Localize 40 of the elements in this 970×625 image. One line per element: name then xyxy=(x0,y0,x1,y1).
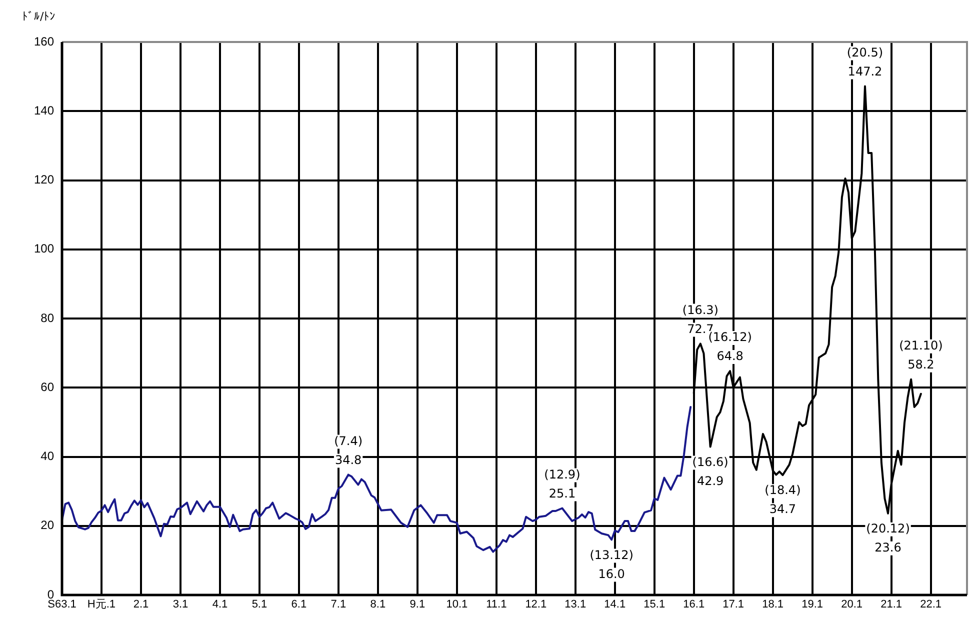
x-tick-label: 11.1 xyxy=(486,598,507,611)
x-tick-label: 2.1 xyxy=(133,598,149,611)
x-tick-label: S63.1 xyxy=(48,598,76,611)
x-tick-label: 13.1 xyxy=(564,598,586,611)
annotation: (12.9) 25.1 xyxy=(544,467,580,500)
annotation: (7.4) 34.8 xyxy=(334,434,363,467)
y-tick-label: 40 xyxy=(40,449,54,464)
y-tick-label: 140 xyxy=(34,103,54,118)
x-tick-label: 21.1 xyxy=(880,598,902,611)
x-tick-label: 20.1 xyxy=(841,598,863,611)
x-tick-label: 4.1 xyxy=(212,598,228,611)
y-axis-title: ﾄﾞﾙ/ﾄﾝ xyxy=(22,10,56,23)
y-tick-label: 120 xyxy=(34,172,54,187)
annotation: (16.6) 42.9 xyxy=(692,454,728,488)
y-tick-label: 160 xyxy=(34,34,54,48)
annotation: (13.12) 16.0 xyxy=(590,548,634,581)
x-tick-label: 7.1 xyxy=(330,598,346,611)
x-tick-label: 12.1 xyxy=(525,598,547,611)
x-tick-label: 6.1 xyxy=(291,598,307,611)
y-tick-label: 60 xyxy=(40,380,54,394)
y-tick-label: 80 xyxy=(40,310,54,325)
x-tick-label: 22.1 xyxy=(920,598,942,611)
x-tick-label: H元.1 xyxy=(87,598,116,611)
x-tick-label: 18.1 xyxy=(762,598,784,611)
y-tick-label: 100 xyxy=(34,242,54,256)
x-tick-label: 14.1 xyxy=(604,598,626,611)
x-tick-label: 3.1 xyxy=(172,598,188,611)
x-tick-label: 9.1 xyxy=(410,598,426,611)
x-tick-label: 16.1 xyxy=(683,598,705,611)
annotation: (20.12) 23.6 xyxy=(866,522,910,555)
y-tick-label: 20 xyxy=(40,518,54,532)
annotation: (20.5) 147.2 xyxy=(846,45,884,78)
x-tick-label: 17.1 xyxy=(722,598,744,611)
x-tick-label: 5.1 xyxy=(252,598,268,611)
annotation: (21.10) 58.2 xyxy=(899,338,943,372)
x-tick-label: 10.1 xyxy=(446,598,468,611)
x-tick-label: 15.1 xyxy=(644,598,666,611)
x-tick-label: 8.1 xyxy=(370,598,386,611)
x-tick-label: 19.1 xyxy=(802,598,824,611)
annotation: (18.4) 34.7 xyxy=(764,483,801,516)
